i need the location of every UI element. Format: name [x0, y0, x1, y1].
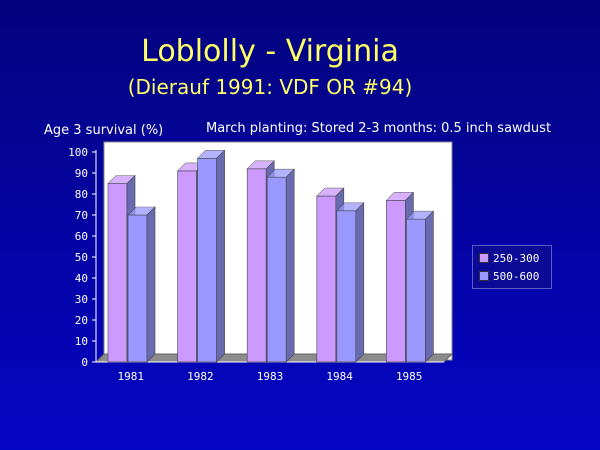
legend-item-series-2: 500-600 [479, 269, 539, 283]
x-tick-label: 1985 [396, 370, 423, 383]
y-tick-label: 40 [75, 272, 88, 285]
bar-front [127, 214, 148, 363]
y-tick-label: 10 [75, 335, 88, 348]
bar-front [336, 210, 357, 363]
bar-side [355, 202, 365, 363]
bar-front [386, 200, 406, 363]
y-tick-label: 70 [75, 209, 88, 222]
bar-front [197, 158, 217, 363]
legend-label-series-1: 250-300 [493, 251, 540, 265]
x-tick-label: 1984 [326, 370, 353, 383]
bar-front [107, 183, 128, 363]
y-tick-label: 100 [68, 146, 88, 159]
legend-swatch-series-1 [479, 253, 489, 263]
legend-label-series-2: 500-600 [493, 269, 540, 283]
bar-front [316, 195, 337, 363]
bar-side [216, 149, 225, 363]
bar-front [177, 170, 197, 363]
y-tick-label: 30 [75, 293, 88, 306]
y-tick-label: 50 [75, 251, 88, 264]
slide-title: Loblolly - Virginia [141, 34, 399, 69]
chart-legend: 250-300 500-600 [472, 245, 552, 289]
y-tick-label: 0 [81, 356, 88, 369]
bar-side [425, 210, 434, 363]
x-tick-label: 1982 [187, 370, 214, 383]
bar-front [406, 218, 426, 363]
bar-front [246, 168, 267, 363]
y-tick-label: 20 [75, 314, 88, 327]
legend-swatch-series-2 [479, 271, 489, 281]
legend-item-series-1: 250-300 [479, 251, 539, 265]
bar-front [266, 176, 287, 363]
bar-side [285, 168, 295, 363]
y-tick-label: 90 [75, 167, 88, 180]
y-tick-label: 60 [75, 230, 88, 243]
chart-annotation: March planting: Stored 2-3 months: 0.5 i… [206, 121, 552, 136]
x-tick-label: 1981 [118, 370, 145, 383]
slide-subtitle: (Dierauf 1991: VDF OR #94) [127, 75, 413, 99]
y-axis-label: Age 3 survival (%) [44, 123, 164, 138]
bar-side [146, 206, 156, 363]
y-tick-label: 80 [75, 188, 88, 201]
x-tick-label: 1983 [257, 370, 284, 383]
